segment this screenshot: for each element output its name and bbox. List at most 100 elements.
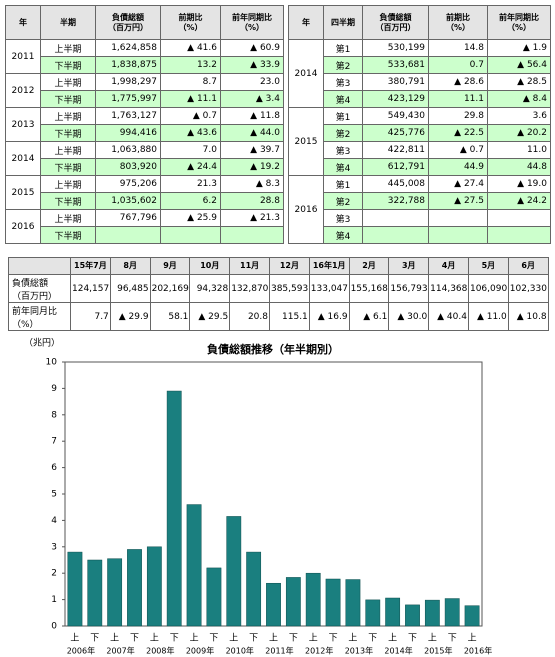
row-label: 前年同月比 （%） — [8, 302, 71, 331]
value-cell: 0.7 — [428, 56, 488, 74]
header-row: 15年7月 8月 9月 10月 11月 12月 16年1月 2月 3月 4月 5月 6月 — [8, 257, 549, 275]
period-cell: 第1 — [323, 107, 363, 125]
value-cell: 13.2 — [160, 56, 221, 74]
year-label: 2015年 — [424, 646, 452, 656]
x-tick-label: 上 — [388, 633, 397, 644]
value-cell: ▲ 41.6 — [160, 39, 221, 57]
value-cell: 132,870 — [229, 274, 270, 303]
value-cell: 612,791 — [362, 158, 429, 176]
cell-text: 四半期 — [331, 17, 355, 27]
value-cell: 380,791 — [362, 73, 429, 91]
cell-text: 年 — [302, 17, 310, 27]
year-cell: 2013 — [5, 107, 41, 142]
y-tick-label: 0 — [51, 622, 57, 632]
data-row: 下半期 994,416 ▲ 43.6 ▲ 44.0 — [6, 124, 284, 142]
value-cell: 96,485 — [109, 274, 151, 303]
cell-text: （%） — [239, 22, 264, 32]
header-cell: 負債総額 （百万円） — [95, 5, 161, 40]
bar — [444, 598, 460, 627]
value-cell: 202,169 — [149, 274, 191, 303]
header-cell: 四半期 — [323, 5, 363, 40]
x-tick-label: 上 — [150, 633, 159, 644]
period-cell: 下半期 — [40, 192, 96, 210]
header-cell: 12月 — [268, 257, 310, 275]
year-label: 2007年 — [106, 646, 134, 656]
data-row: 第2 533,681 0.7 ▲ 56.4 — [289, 56, 551, 74]
value-cell: ▲ 29.9 — [109, 302, 151, 331]
year-label: 2016年 — [464, 646, 492, 656]
bar — [405, 604, 420, 627]
value-cell: 975,206 — [95, 175, 161, 193]
value-cell: ▲ 16.9 — [308, 302, 350, 331]
period-cell: 上半期 — [40, 39, 96, 57]
cell-text: （%） — [445, 22, 470, 32]
period-cell: 第1 — [323, 39, 363, 57]
header-cell: 9月 — [149, 257, 191, 275]
value-cell: 133,047 — [308, 274, 350, 303]
cell-text: 負債総額 — [12, 278, 49, 289]
cell-text: 半期 — [60, 17, 76, 27]
bar — [206, 567, 222, 627]
cell-text: （%） — [178, 22, 203, 32]
period-cell: 上半期 — [40, 209, 96, 227]
x-tick-label: 上 — [348, 633, 357, 644]
period-cell: 下半期 — [40, 90, 96, 108]
value-cell: ▲ 19.2 — [220, 158, 284, 176]
year-cell: 2015 — [288, 107, 324, 176]
header-cell: 前年同期比 （%） — [487, 5, 551, 40]
year-label: 2012年 — [305, 646, 333, 656]
value-cell — [362, 226, 429, 244]
value-cell — [160, 226, 221, 244]
data-row: 2015 第1 549,430 29.8 3.6 — [288, 107, 551, 176]
period-cell: 上半期 — [40, 175, 96, 193]
period-cell: 第4 — [323, 226, 363, 244]
value-cell — [487, 209, 551, 227]
bar — [87, 559, 103, 627]
period-cell: 第4 — [323, 158, 363, 176]
bar — [127, 549, 142, 627]
value-cell: ▲ 56.4 — [487, 56, 551, 74]
value-cell: 28.8 — [220, 192, 284, 210]
value-cell: ▲ 28.5 — [487, 73, 551, 91]
monthly-table: 15年7月 8月 9月 10月 11月 12月 16年1月 2月 3月 4月 5月 6月 負債総額 （百万… — [8, 257, 549, 331]
header-cell: 15年7月 — [70, 257, 111, 275]
bar — [67, 551, 83, 627]
header-cell: 3月 — [388, 257, 430, 275]
x-tick-label: 上 — [428, 633, 437, 644]
x-tick-label: 下 — [130, 634, 139, 644]
bar — [226, 516, 242, 627]
data-row: 2013 上半期 1,763,127 ▲ 0.7 ▲ 11.8 — [5, 107, 284, 142]
data-row: 2014 第1 530,199 14.8 ▲ 1.9 — [288, 39, 551, 108]
value-cell: 425,776 — [362, 124, 429, 142]
corner-cell — [8, 257, 71, 275]
value-cell: ▲ 11.1 — [160, 90, 221, 108]
value-cell: 3.6 — [487, 107, 551, 125]
y-tick-label: 10 — [46, 358, 58, 368]
period-cell: 第2 — [323, 192, 363, 210]
value-cell: ▲ 19.0 — [487, 175, 551, 193]
x-tick-label: 上 — [70, 633, 79, 644]
header-cell: 負債総額 （百万円） — [362, 5, 429, 40]
value-cell: ▲ 24.4 — [160, 158, 221, 176]
year-cell: 2015 — [5, 175, 41, 210]
period-cell: 下半期 — [40, 56, 96, 74]
cell-text: 負債総額 — [112, 12, 144, 22]
value-cell: ▲ 8.4 — [487, 90, 551, 108]
data-row: 下半期 — [6, 226, 284, 244]
data-row: 第4 612,791 44.9 44.8 — [289, 158, 551, 176]
x-tick-label: 上 — [110, 633, 119, 644]
value-cell: ▲ 6.1 — [348, 302, 390, 331]
value-cell: ▲ 21.3 — [220, 209, 284, 227]
period-cell: 上半期 — [40, 73, 96, 91]
bar — [345, 579, 361, 627]
value-cell: 156,793 — [388, 274, 430, 303]
period-cell: 第4 — [323, 90, 363, 108]
value-cell: ▲ 11.8 — [220, 107, 284, 125]
value-cell: 767,796 — [95, 209, 161, 227]
value-cell: 549,430 — [362, 107, 429, 125]
cell-text: （百万円） — [108, 22, 148, 32]
x-tick-label: 下 — [448, 634, 457, 644]
x-tick-label: 下 — [209, 634, 218, 644]
bar — [424, 599, 440, 627]
x-tick-label: 下 — [368, 634, 377, 644]
